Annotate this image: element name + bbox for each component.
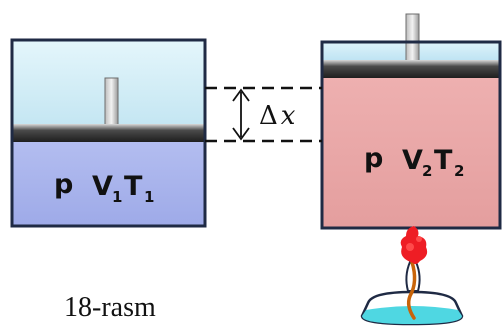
right-label-t: T [434, 145, 453, 176]
left-label-t-subscript: 1 [144, 188, 154, 206]
left-label-p: p [54, 169, 73, 200]
flame-bubble [416, 236, 422, 242]
right-state-label: p V 2 T 2 [364, 143, 464, 180]
flame-bubble [406, 243, 414, 251]
left-piston-rod [104, 77, 119, 127]
left-cylinder: p V 1 T 1 [10, 38, 207, 228]
right-label-p: p [364, 143, 383, 174]
left-cylinder-wall [10, 38, 207, 228]
figure-caption: 18-rasm [64, 292, 156, 323]
flame-icon [400, 226, 428, 265]
x-symbol: x [281, 101, 296, 131]
right-cylinder: p V 2 T 2 [320, 13, 502, 230]
right-label-v-subscript: 2 [422, 162, 432, 180]
left-gas-region [12, 142, 205, 226]
left-label-v: V [92, 171, 113, 202]
right-label-t-subscript: 2 [454, 162, 464, 180]
alcohol-burner-icon [360, 226, 464, 326]
flame-outer [400, 226, 428, 265]
left-state-label: p V 1 T 1 [54, 169, 154, 206]
right-label-v: V [402, 145, 423, 176]
displacement-arrow-down [232, 127, 250, 141]
burner-wick [406, 260, 417, 320]
displacement-arrow-up [232, 88, 250, 102]
left-label-v-subscript: 1 [112, 188, 122, 206]
delta-symbol: Δ [259, 101, 278, 131]
left-piston [12, 124, 205, 142]
right-piston-rod [405, 13, 420, 63]
right-piston [322, 60, 500, 78]
left-label-t: T [124, 171, 143, 202]
